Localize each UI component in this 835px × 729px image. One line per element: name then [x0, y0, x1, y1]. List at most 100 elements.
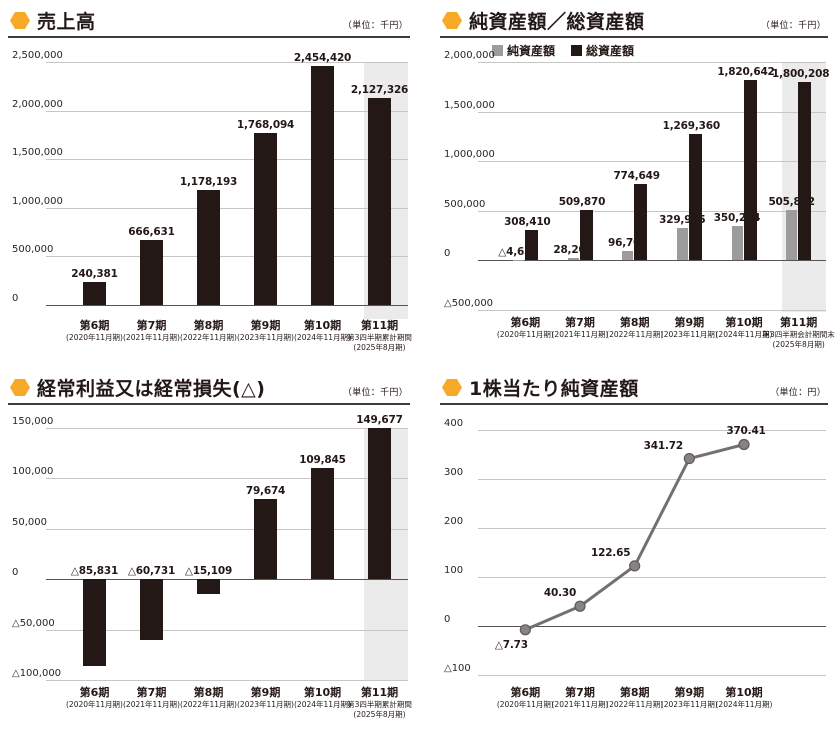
gridline	[478, 479, 826, 480]
data-point-marker	[629, 560, 641, 572]
unit-label: （単位：千円）	[760, 21, 826, 31]
legend: 純資産額 総資産額	[492, 42, 634, 59]
bar-value-label-total-assets: 1,820,642	[717, 65, 775, 78]
chart-title: 売上高	[37, 11, 96, 33]
gridline	[478, 260, 826, 262]
bar-net-assets	[512, 260, 524, 262]
legend-label-net-assets: 純資産額	[507, 44, 556, 58]
x-axis-category-label: 第6期 (2020年11月期)	[489, 686, 562, 710]
chart-title: 純資産額／総資産額	[469, 11, 645, 33]
bar-value-label-total-assets: 308,410	[504, 215, 551, 228]
panel-header: 純資産額／総資産額	[442, 7, 645, 34]
data-point-marker	[738, 438, 750, 451]
period-label: 第10期	[725, 316, 763, 329]
period-sub-label: (2022年11月期)	[606, 329, 664, 339]
bar-value-label: 1,178,193	[179, 176, 238, 189]
y-axis-tick-label: 400	[444, 418, 464, 429]
bar-value-label-total-assets: 774,649	[613, 169, 660, 182]
period-sub-label: 第3四半期累計期間	[347, 699, 412, 709]
bar-value-label: 149,677	[356, 414, 403, 427]
period-sub-label: (2024年11月期)	[294, 332, 351, 342]
data-point-marker	[683, 452, 695, 465]
gridline	[46, 579, 408, 581]
data-point-marker	[519, 624, 531, 636]
x-axis-category-label: 第6期 (2020年11月期)	[57, 319, 132, 343]
point-value-label: △7.73	[494, 638, 528, 651]
period-label: 第11期	[360, 686, 399, 699]
y-axis-tick-label: 200	[444, 516, 464, 527]
period-label: 第7期	[136, 686, 167, 699]
y-axis-tick-label: 150,000	[12, 416, 54, 427]
bar-total-assets	[579, 209, 593, 261]
gridline	[46, 256, 408, 258]
y-axis-tick-label: 0	[444, 614, 451, 625]
gridline	[478, 528, 826, 529]
y-axis-tick-label: 2,500,000	[12, 50, 63, 61]
data-point-marker	[574, 600, 586, 612]
y-axis-tick-label: △50,000	[12, 617, 55, 629]
period-label: 第10期	[303, 319, 342, 332]
x-axis-category-label: 第10期 (2024年11月期)	[285, 686, 360, 710]
bar	[311, 66, 334, 305]
period-label: 第6期	[79, 686, 110, 699]
y-axis-tick-label: 500,000	[444, 198, 486, 210]
period-sub-label: (2023年11月期)	[660, 699, 718, 709]
bar-net-assets	[731, 225, 743, 261]
point-value-label: 341.72	[643, 439, 684, 452]
chart-ordinary-profit-loss: 150,000 100,000 50,000 0 △50,000 △100,000 △85,…	[8, 372, 412, 727]
y-axis-tick-label: △100,000	[12, 668, 62, 679]
period-sub-label: (2024年11月期)	[294, 699, 351, 709]
period-label: 第7期	[136, 319, 167, 332]
gridline	[478, 111, 826, 113]
period-sub-label: (2023年11月期)	[237, 699, 294, 709]
gridline	[46, 428, 408, 429]
point-value-label: 122.65	[590, 546, 631, 559]
line-series	[519, 438, 750, 636]
bar-value-label: 666,631	[128, 226, 175, 239]
panel-net-sales: 2,500,000 2,000,000 1,500,000 1,000,000 500,…	[8, 5, 412, 367]
x-axis-category-label: 第9期 (2023年11月期)	[653, 686, 726, 710]
period-sub-label: (2025年8月期)	[353, 709, 406, 719]
gridline	[46, 305, 408, 306]
hexagon-bullet-icon	[10, 12, 30, 29]
gridline	[478, 62, 826, 63]
period-sub-label: (2024年11月期)	[715, 329, 773, 339]
x-axis-category-label: 第8期 (2022年11月期)	[598, 686, 671, 710]
bar	[311, 468, 334, 580]
period-label: 第8期	[193, 686, 224, 699]
gridline	[46, 680, 408, 681]
period-sub-label: (2023年11月期)	[660, 329, 718, 339]
y-axis-tick-label: 1,000,000	[12, 195, 63, 207]
bar	[197, 579, 220, 595]
chart-title: 経常利益又は経常損失(△)	[37, 378, 266, 400]
panel-ordinary-profit-loss: 150,000 100,000 50,000 0 △50,000 △100,000 △85,…	[8, 372, 412, 727]
gridline	[478, 577, 826, 578]
hexagon-bullet-icon	[442, 12, 462, 29]
bar-net-assets	[676, 227, 688, 261]
panel-header: 経常利益又は経常損失(△)	[10, 374, 265, 401]
bar-value-label: 2,127,326	[350, 84, 409, 97]
legend-item-net-assets: 純資産額	[492, 42, 555, 59]
x-axis-category-label: 第7期 (2021年11月期)	[114, 319, 189, 343]
x-axis-category-label: 第8期 (2022年11月期)	[171, 319, 246, 343]
period-label: 第11期	[780, 316, 818, 329]
x-axis-category-label: 第10期 (2024年11月期)	[708, 686, 781, 710]
unit-label: （単位：円）	[770, 388, 826, 398]
x-axis-category-label: 第10期 (2024年11月期)	[708, 316, 781, 340]
gridline	[478, 675, 826, 676]
period-label: 第10期	[725, 686, 763, 699]
y-axis-tick-label: 1,500,000	[444, 99, 495, 111]
period-sub-label: (2023年11月期)	[237, 332, 294, 342]
period-label: 第10期	[303, 686, 342, 699]
gridline	[478, 161, 826, 163]
panel-net-assets-per-share: 400 300 200 100 0 △100 △7.73 40.30 122.65 341.72 3…	[440, 372, 828, 727]
bar	[368, 428, 391, 580]
panel-net-assets-total-assets: 2,000,000 1,500,000 1,000,000 500,000 0 △500,…	[440, 5, 835, 367]
chart-net-assets-total-assets: 2,000,000 1,500,000 1,000,000 500,000 0 △500,…	[440, 5, 835, 367]
panel-header: 売上高	[10, 7, 96, 34]
period-sub-label: (2021年11月期)	[551, 699, 609, 709]
y-axis-tick-label: 100,000	[12, 466, 54, 478]
period-sub-label: (2020年11月期)	[66, 332, 123, 342]
bar-value-label: 109,845	[299, 454, 346, 467]
